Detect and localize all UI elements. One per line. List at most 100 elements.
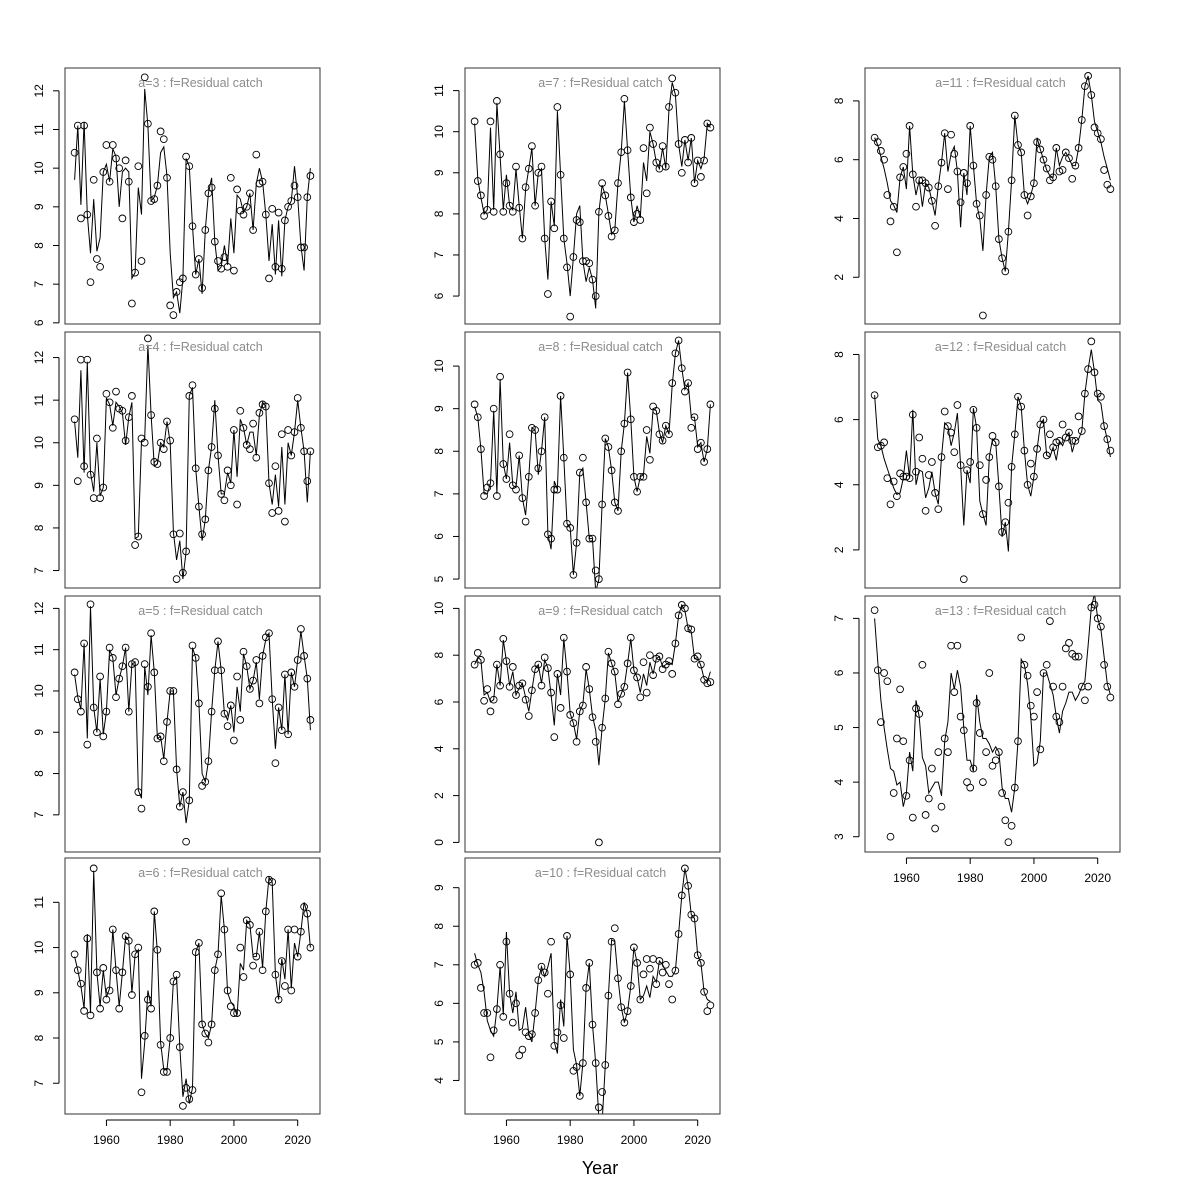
y-tick-label: 6 xyxy=(432,698,446,705)
data-point xyxy=(1001,816,1010,825)
data-point xyxy=(1090,600,1099,609)
data-point xyxy=(614,179,622,187)
data-point xyxy=(115,1004,124,1013)
data-point xyxy=(956,712,965,721)
data-point xyxy=(159,445,168,453)
data-point xyxy=(163,1068,171,1076)
data-point xyxy=(671,88,680,97)
data-point xyxy=(969,161,978,170)
panel-title: a=7 : f=Residual catch xyxy=(538,76,662,90)
data-point xyxy=(252,952,261,961)
data-point xyxy=(1077,427,1086,435)
data-point xyxy=(620,682,629,691)
data-point xyxy=(1026,459,1035,468)
data-point xyxy=(1046,617,1054,625)
data-point xyxy=(489,404,498,413)
data-point xyxy=(677,168,686,177)
data-point xyxy=(290,925,299,934)
data-point xyxy=(137,257,146,265)
data-point xyxy=(1030,472,1038,481)
data-point xyxy=(661,162,670,171)
data-point xyxy=(128,991,136,999)
data-point xyxy=(230,1009,238,1017)
data-point xyxy=(569,719,578,727)
data-point xyxy=(982,191,990,199)
data-point xyxy=(486,479,495,488)
data-point xyxy=(108,925,117,934)
data-point xyxy=(105,398,114,407)
data-point xyxy=(697,959,705,967)
plot-frame xyxy=(464,857,721,1115)
data-point xyxy=(931,489,939,497)
data-point xyxy=(1097,392,1105,401)
data-point xyxy=(191,654,200,662)
data-point xyxy=(931,221,939,230)
data-point xyxy=(652,406,661,415)
panel-a=7: a=7 : f=Residual catch 6 7 8 9 10 11 xyxy=(432,67,721,325)
data-point xyxy=(684,624,692,633)
data-point xyxy=(137,1088,146,1097)
data-point xyxy=(610,226,619,235)
panel-a=4: a=4 : f=Residual catch 7 8 9 10 11 12 xyxy=(32,331,321,589)
data-point xyxy=(896,685,904,694)
data-point xyxy=(182,152,190,161)
data-point xyxy=(899,737,908,746)
data-point xyxy=(118,406,127,415)
data-point xyxy=(665,103,673,111)
data-point xyxy=(128,392,136,400)
data-point xyxy=(671,639,680,648)
data-point xyxy=(534,464,543,473)
data-point xyxy=(1007,176,1016,185)
data-point xyxy=(604,647,613,656)
data-point xyxy=(102,707,111,716)
data-point xyxy=(988,155,997,164)
data-point xyxy=(700,156,708,165)
data-point xyxy=(140,438,149,447)
data-point xyxy=(156,732,165,741)
data-point xyxy=(96,1004,104,1013)
data-point xyxy=(934,748,943,756)
data-point xyxy=(265,629,273,638)
data-point xyxy=(646,964,654,973)
data-point xyxy=(569,570,578,579)
data-point xyxy=(112,693,120,702)
data-point xyxy=(124,936,133,945)
data-point xyxy=(661,421,670,430)
data-point xyxy=(493,1005,501,1013)
data-point xyxy=(144,119,152,128)
y-tick-label: 7 xyxy=(432,251,446,258)
data-point xyxy=(89,494,98,502)
data-point xyxy=(893,734,901,743)
data-point xyxy=(508,207,517,216)
data-point xyxy=(252,150,261,159)
data-point xyxy=(572,737,581,746)
data-point xyxy=(102,141,111,149)
data-point xyxy=(86,1011,95,1020)
data-point xyxy=(607,232,616,241)
y-tick-label: 8 xyxy=(32,524,46,531)
data-point xyxy=(620,419,629,428)
data-point xyxy=(982,476,990,484)
data-point xyxy=(889,477,898,486)
data-point xyxy=(693,951,702,960)
data-point xyxy=(306,447,315,456)
data-point xyxy=(1065,428,1073,437)
data-point xyxy=(1001,518,1010,527)
data-point xyxy=(658,968,667,977)
data-point xyxy=(207,1020,216,1029)
data-point xyxy=(563,263,571,272)
data-point xyxy=(217,889,226,898)
data-point xyxy=(521,183,530,192)
data-point xyxy=(607,659,616,668)
data-point xyxy=(179,788,187,796)
data-point xyxy=(198,530,206,539)
data-point xyxy=(636,995,645,1004)
data-point xyxy=(486,117,495,126)
data-point xyxy=(703,445,712,453)
data-point xyxy=(80,462,88,471)
data-point xyxy=(261,402,270,411)
data-point xyxy=(496,150,504,159)
data-point xyxy=(144,334,152,343)
data-point xyxy=(703,1007,712,1015)
panel-a=9: a=9 : f=Residual catch 0 2 4 6 8 10 xyxy=(432,595,721,853)
